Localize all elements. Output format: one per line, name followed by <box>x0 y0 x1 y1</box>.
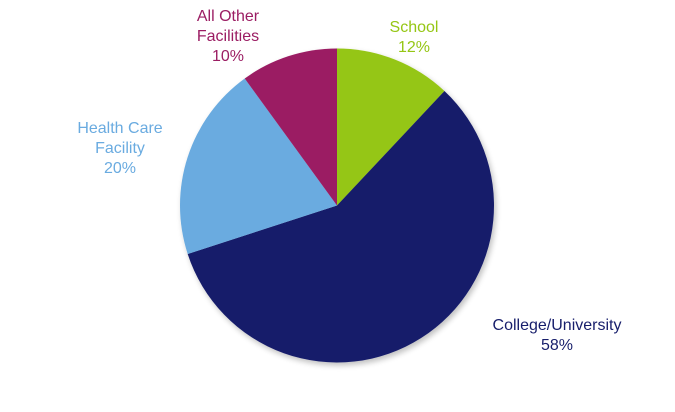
pie-slice-college-university <box>187 91 495 363</box>
data-label-college-university: College/University 58% <box>493 316 622 356</box>
data-label-school: School 12% <box>390 18 439 58</box>
data-label-name: Health Care <box>77 120 163 137</box>
data-label-name: College/University <box>492 317 622 334</box>
data-label-name: Facility <box>95 140 145 157</box>
data-label-name: Facilities <box>196 28 260 45</box>
data-label-value: 58% <box>540 337 574 354</box>
data-label-value: 10% <box>211 48 245 65</box>
data-label-value: 12% <box>397 39 431 56</box>
data-label-name: All Other <box>196 8 260 25</box>
pie-slice-school <box>337 48 445 206</box>
pie-slices <box>179 48 495 363</box>
data-label-value: 20% <box>103 160 137 177</box>
data-label-all-other-facilities: All Other Facilities 10% <box>197 7 259 67</box>
data-label-health-care-facility: Health Care Facility 20% <box>77 119 162 179</box>
pie-slice-all-other-facilities <box>244 48 337 206</box>
pie-slice-health-care-facility <box>179 78 337 255</box>
data-label-name: School <box>389 19 439 36</box>
